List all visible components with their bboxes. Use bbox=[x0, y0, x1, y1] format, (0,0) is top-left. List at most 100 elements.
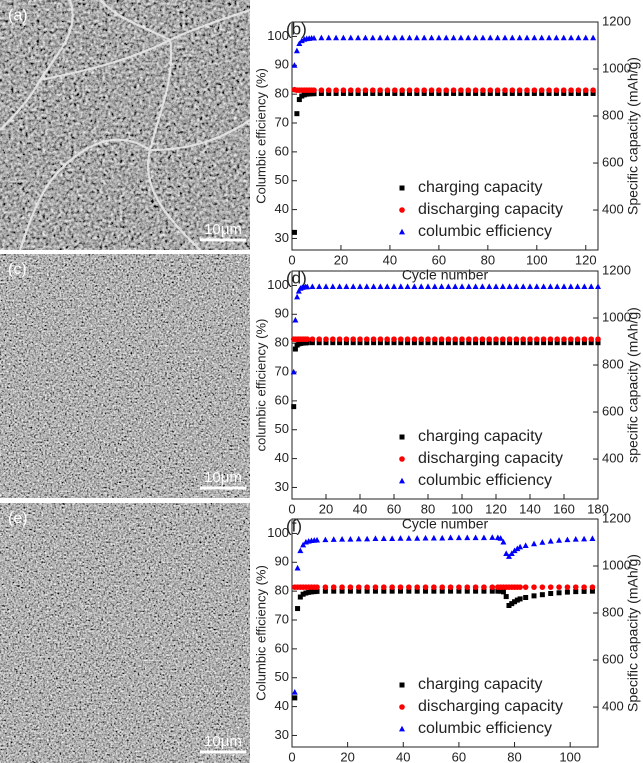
panel-label: (d) bbox=[286, 268, 307, 287]
point bbox=[456, 584, 462, 590]
point bbox=[304, 340, 310, 346]
point bbox=[350, 340, 356, 346]
point bbox=[487, 34, 494, 41]
point bbox=[428, 87, 435, 93]
point bbox=[291, 404, 297, 410]
point bbox=[318, 34, 325, 41]
point bbox=[531, 593, 537, 599]
point bbox=[524, 34, 531, 41]
point bbox=[330, 340, 336, 346]
point bbox=[547, 584, 554, 590]
point bbox=[582, 87, 589, 93]
y2-tick-label: 1200 bbox=[602, 262, 631, 277]
x-tick-label: 0 bbox=[288, 501, 295, 516]
legend-label: columbic efficiency bbox=[418, 472, 552, 489]
point bbox=[333, 34, 340, 41]
point bbox=[524, 87, 530, 93]
point bbox=[568, 340, 574, 346]
y2-tick-label: 1200 bbox=[602, 13, 631, 28]
point bbox=[318, 87, 325, 93]
scale-bar-label: 10μm bbox=[204, 469, 242, 486]
point bbox=[398, 340, 404, 346]
point bbox=[503, 594, 509, 600]
y-tick-label: 50 bbox=[275, 669, 289, 684]
point bbox=[575, 34, 582, 41]
point bbox=[391, 340, 397, 346]
point bbox=[384, 283, 391, 289]
point bbox=[516, 87, 523, 93]
legend-marker bbox=[399, 477, 405, 484]
point bbox=[503, 550, 510, 557]
point bbox=[582, 34, 589, 41]
point bbox=[595, 283, 601, 289]
point bbox=[539, 584, 546, 590]
y-tick-label: 50 bbox=[275, 421, 289, 436]
point bbox=[314, 584, 320, 590]
point bbox=[318, 90, 324, 96]
point bbox=[538, 34, 545, 41]
point bbox=[439, 588, 445, 594]
point bbox=[389, 535, 396, 542]
point bbox=[499, 283, 506, 289]
point bbox=[564, 589, 570, 595]
x-tick-label: 140 bbox=[519, 501, 541, 516]
point bbox=[384, 34, 391, 41]
legend-label: charging capacity bbox=[418, 428, 543, 445]
sem-image-c: (c) 10μm bbox=[0, 254, 250, 498]
point bbox=[574, 283, 581, 289]
point bbox=[493, 283, 499, 289]
point bbox=[362, 34, 369, 41]
point bbox=[355, 535, 362, 542]
point bbox=[406, 584, 412, 590]
y-tick-label: 90 bbox=[275, 57, 289, 72]
point bbox=[465, 34, 472, 41]
point bbox=[291, 688, 298, 695]
legend-marker bbox=[399, 682, 405, 688]
y-tick-label: 30 bbox=[275, 727, 289, 742]
point bbox=[311, 87, 317, 93]
point bbox=[404, 336, 411, 342]
point bbox=[568, 34, 575, 41]
point bbox=[443, 87, 450, 93]
legend-label: charging capacity bbox=[418, 676, 543, 693]
point bbox=[347, 584, 354, 590]
point bbox=[505, 553, 512, 559]
y-tick-label: 70 bbox=[275, 611, 289, 626]
point bbox=[561, 336, 567, 342]
point bbox=[418, 283, 425, 289]
point bbox=[325, 87, 332, 93]
point bbox=[325, 34, 332, 41]
point bbox=[290, 368, 297, 375]
point bbox=[322, 584, 329, 590]
point bbox=[439, 340, 445, 346]
point bbox=[296, 97, 302, 103]
point bbox=[473, 588, 479, 594]
scale-bar-label: 10μm bbox=[204, 221, 242, 238]
point bbox=[447, 534, 454, 541]
point bbox=[295, 288, 302, 294]
point bbox=[347, 588, 353, 594]
point bbox=[425, 336, 431, 342]
point bbox=[432, 336, 438, 342]
point bbox=[304, 336, 311, 342]
point bbox=[316, 283, 323, 289]
point bbox=[538, 87, 545, 93]
point bbox=[589, 584, 596, 590]
point bbox=[514, 597, 520, 603]
point bbox=[411, 283, 418, 289]
point bbox=[581, 336, 588, 342]
point bbox=[539, 539, 546, 545]
point bbox=[428, 34, 435, 41]
cracks bbox=[0, 0, 251, 251]
point bbox=[399, 34, 406, 41]
x-tick-label: 120 bbox=[575, 252, 597, 267]
point bbox=[399, 87, 405, 93]
x-axis-label: Cycle number bbox=[402, 516, 489, 532]
point bbox=[494, 34, 501, 41]
point bbox=[414, 535, 421, 541]
point bbox=[384, 340, 390, 346]
point bbox=[311, 589, 317, 595]
point bbox=[556, 590, 562, 596]
point bbox=[293, 47, 300, 54]
point bbox=[473, 90, 479, 96]
